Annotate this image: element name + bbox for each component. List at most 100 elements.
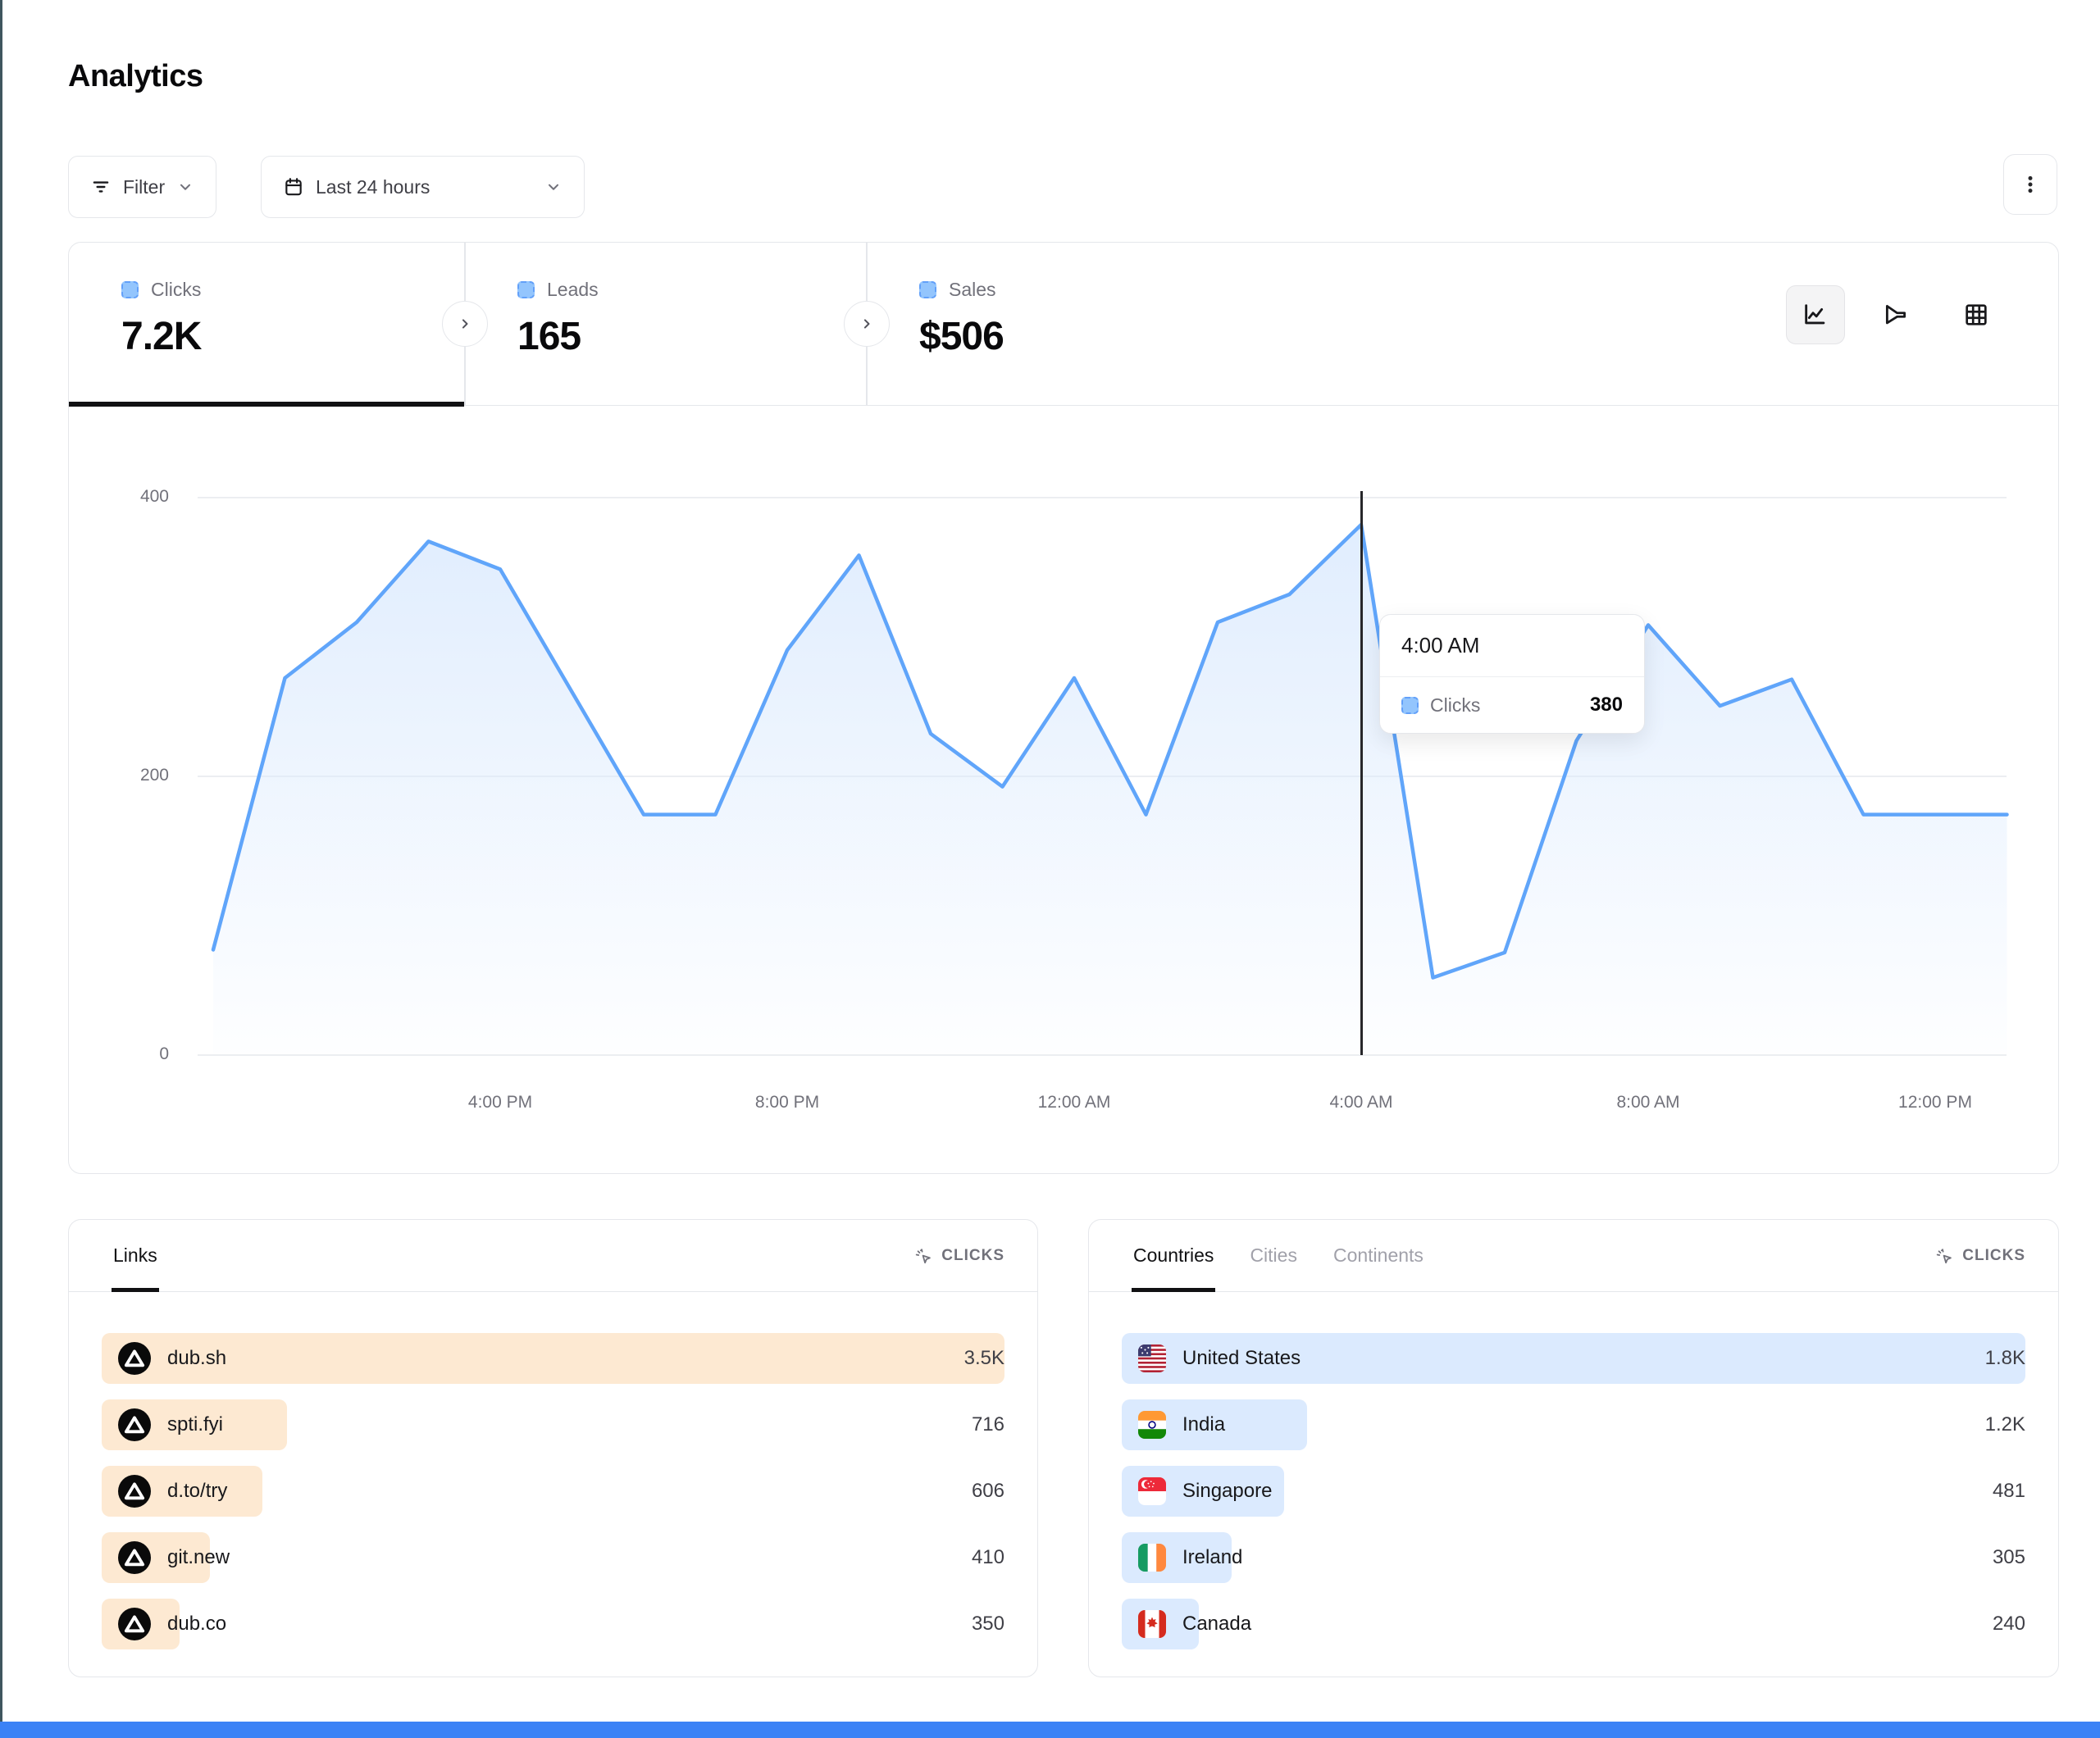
tab-sales[interactable]: Sales $506 xyxy=(867,243,1269,405)
link-name: d.to/try xyxy=(167,1480,228,1502)
clicks-legend-swatch xyxy=(121,281,139,298)
country-name: Ireland xyxy=(1182,1546,1243,1568)
link-row[interactable]: dub.co 350 xyxy=(102,1599,1004,1649)
line-chart-view-button[interactable] xyxy=(1786,285,1845,344)
country-clicks-value: 1.2K xyxy=(1984,1413,2025,1435)
tab-leads[interactable]: Leads 165 xyxy=(465,243,866,405)
date-range-button[interactable]: Last 24 hours xyxy=(261,156,585,218)
funnel-chart-icon xyxy=(1885,304,1906,325)
chart-tooltip: 4:00 AM Clicks 380 xyxy=(1379,614,1645,734)
country-row[interactable]: United States 1.8K xyxy=(1122,1333,2025,1384)
gridline xyxy=(198,1054,2007,1056)
dub-logo-icon xyxy=(118,1608,151,1640)
country-row[interactable]: Canada 240 xyxy=(1122,1599,2025,1649)
chevron-down-icon xyxy=(180,184,191,190)
tooltip-series-swatch xyxy=(1401,696,1419,714)
y-axis-label: 0 xyxy=(159,1044,169,1063)
line-chart-icon xyxy=(1805,304,1825,325)
countries-panel: Countries Cities Continents CLICKS Unite… xyxy=(1088,1219,2059,1677)
countries-metric-label: CLICKS xyxy=(1962,1246,2025,1264)
x-axis-label: 4:00 AM xyxy=(1329,1093,1393,1112)
bottom-accent-bar xyxy=(0,1722,2100,1738)
sales-tab-label: Sales xyxy=(949,279,996,300)
leads-legend-swatch xyxy=(517,281,535,298)
country-clicks-value: 240 xyxy=(1992,1613,2025,1635)
tab-cities[interactable]: Cities xyxy=(1250,1244,1297,1266)
tooltip-time: 4:00 AM xyxy=(1380,615,1644,677)
country-row[interactable]: Singapore 481 xyxy=(1122,1466,2025,1517)
dub-logo-icon xyxy=(118,1475,151,1508)
links-panel: Links CLICKS dub.sh 3.5K spti.fyi 716 d.to/t… xyxy=(68,1219,1038,1677)
clicks-tab-value: 7.2K xyxy=(121,315,202,358)
filter-button-label: Filter xyxy=(123,175,166,198)
chevron-right-icon xyxy=(863,319,870,329)
leads-tab-label: Leads xyxy=(547,279,599,300)
expand-leads-button[interactable] xyxy=(844,301,890,347)
sales-legend-swatch xyxy=(919,281,936,298)
links-metric-selector[interactable]: CLICKS xyxy=(913,1246,1004,1266)
x-axis-label: 8:00 PM xyxy=(754,1093,820,1112)
date-range-label: Last 24 hours xyxy=(316,175,430,198)
filter-icon xyxy=(93,181,109,193)
tab-countries[interactable]: Countries xyxy=(1131,1220,1216,1292)
leads-tab-value: 165 xyxy=(517,315,581,358)
calendar-icon xyxy=(285,178,302,196)
link-row[interactable]: spti.fyi 716 xyxy=(102,1399,1004,1450)
link-clicks-value: 410 xyxy=(971,1546,1004,1568)
x-axis-label: 12:00 AM xyxy=(1037,1093,1111,1112)
x-axis-label: 8:00 AM xyxy=(1616,1093,1680,1112)
more-options-button[interactable] xyxy=(2003,154,2057,215)
link-row[interactable]: git.new 410 xyxy=(102,1532,1004,1583)
countries-list: United States 1.8K India 1.2K Singapore 481 Ir… xyxy=(1122,1333,2025,1665)
tab-continents[interactable]: Continents xyxy=(1332,1244,1424,1266)
clicks-area-series xyxy=(211,522,2009,1054)
country-row[interactable]: Ireland 305 xyxy=(1122,1532,2025,1583)
link-name: git.new xyxy=(167,1546,230,1568)
dub-logo-icon xyxy=(118,1541,151,1574)
links-list: dub.sh 3.5K spti.fyi 716 d.to/try 606 git.new 4… xyxy=(102,1333,1004,1665)
link-clicks-value: 350 xyxy=(971,1613,1004,1635)
country-name: India xyxy=(1182,1413,1226,1435)
cursor-click-icon xyxy=(916,1248,932,1263)
funnel-chart-view-button[interactable] xyxy=(1866,285,1925,344)
country-name: Singapore xyxy=(1182,1480,1273,1502)
y-axis-label: 200 xyxy=(139,766,169,785)
dub-logo-icon xyxy=(118,1342,151,1375)
link-clicks-value: 606 xyxy=(971,1480,1004,1502)
country-clicks-value: 305 xyxy=(1992,1546,2025,1568)
sg-flag-icon xyxy=(1138,1477,1166,1505)
tab-clicks[interactable]: Clicks 7.2K xyxy=(69,243,464,407)
chevron-down-icon xyxy=(548,184,559,190)
link-row[interactable]: dub.sh 3.5K xyxy=(102,1333,1004,1384)
tooltip-series-label: Clicks xyxy=(1430,694,1481,716)
value-bar xyxy=(1122,1333,2025,1384)
kebab-menu-icon xyxy=(2028,175,2033,193)
link-row[interactable]: d.to/try 606 xyxy=(102,1466,1004,1517)
filter-button[interactable]: Filter xyxy=(68,156,217,218)
chevron-right-icon xyxy=(462,319,468,329)
us-flag-icon xyxy=(1138,1344,1166,1372)
analytics-card: Clicks 7.2K Leads 165 xyxy=(68,242,2059,1174)
links-metric-label: CLICKS xyxy=(941,1246,1004,1264)
metric-tabs-row: Clicks 7.2K Leads 165 xyxy=(69,243,2058,407)
clicks-chart[interactable]: 400 200 0 4:00 PM 8:00 PM 12:00 AM 4:00 AM 8:0… xyxy=(69,406,2058,1172)
page-title: Analytics xyxy=(68,59,203,93)
link-name: spti.fyi xyxy=(167,1413,224,1435)
expand-clicks-button[interactable] xyxy=(442,301,488,347)
cursor-click-icon xyxy=(1937,1248,1952,1263)
dub-logo-icon xyxy=(118,1408,151,1441)
country-row[interactable]: India 1.2K xyxy=(1122,1399,2025,1450)
clicks-tab-label: Clicks xyxy=(151,279,202,300)
tooltip-value: 380 xyxy=(1589,694,1623,716)
link-clicks-value: 716 xyxy=(971,1413,1004,1435)
countries-metric-selector[interactable]: CLICKS xyxy=(1934,1246,2025,1266)
link-name: dub.co xyxy=(167,1613,227,1635)
left-edge-accent xyxy=(0,0,2,1738)
ca-flag-icon xyxy=(1138,1610,1166,1638)
tab-links[interactable]: Links xyxy=(112,1220,159,1292)
links-panel-header: Links CLICKS xyxy=(69,1220,1037,1292)
table-view-button[interactable] xyxy=(1947,285,2006,344)
country-name: Canada xyxy=(1182,1613,1252,1635)
country-clicks-value: 481 xyxy=(1992,1480,2025,1502)
